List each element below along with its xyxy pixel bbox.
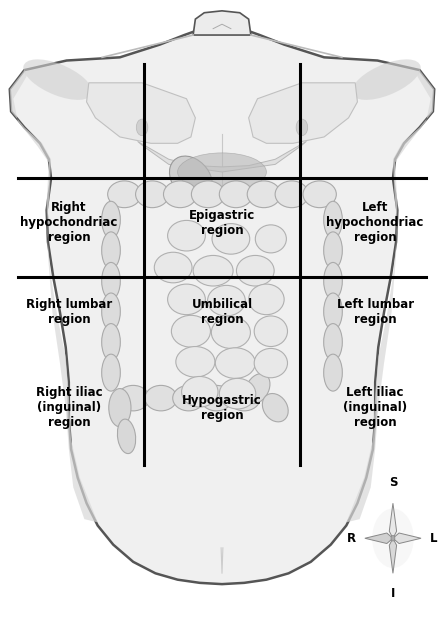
Ellipse shape	[255, 225, 286, 253]
Polygon shape	[10, 70, 98, 522]
Ellipse shape	[212, 224, 250, 254]
Ellipse shape	[211, 317, 250, 348]
Ellipse shape	[191, 181, 225, 208]
Ellipse shape	[171, 315, 210, 347]
Ellipse shape	[193, 255, 233, 286]
Ellipse shape	[135, 181, 169, 208]
Ellipse shape	[117, 385, 149, 411]
Text: Left iliac
(inguinal)
region: Left iliac (inguinal) region	[343, 386, 407, 429]
Polygon shape	[389, 503, 396, 538]
Ellipse shape	[167, 220, 205, 251]
Circle shape	[391, 536, 395, 541]
Polygon shape	[193, 11, 251, 35]
Polygon shape	[365, 533, 393, 543]
Ellipse shape	[182, 376, 218, 407]
Text: Right lumbar
region: Right lumbar region	[26, 298, 112, 326]
Polygon shape	[389, 538, 396, 573]
Ellipse shape	[178, 153, 266, 191]
Ellipse shape	[262, 394, 288, 422]
Ellipse shape	[219, 378, 256, 409]
Ellipse shape	[254, 316, 287, 347]
Polygon shape	[10, 24, 434, 584]
Ellipse shape	[23, 59, 92, 100]
Polygon shape	[249, 83, 357, 143]
Text: Hypogastric
region: Hypogastric region	[182, 394, 262, 422]
Polygon shape	[87, 83, 195, 143]
Ellipse shape	[102, 354, 120, 391]
Ellipse shape	[102, 262, 120, 299]
Ellipse shape	[324, 201, 342, 238]
Ellipse shape	[324, 262, 342, 299]
Ellipse shape	[207, 285, 246, 316]
Ellipse shape	[247, 181, 281, 208]
Polygon shape	[138, 141, 306, 172]
Ellipse shape	[117, 419, 136, 454]
Ellipse shape	[170, 156, 212, 201]
Ellipse shape	[324, 232, 342, 269]
Text: L: L	[430, 532, 437, 545]
Text: Left lumbar
region: Left lumbar region	[337, 298, 414, 326]
Text: S: S	[388, 476, 397, 489]
Text: Umbilical
region: Umbilical region	[191, 298, 253, 326]
Ellipse shape	[167, 284, 205, 315]
Ellipse shape	[254, 348, 287, 378]
Text: Right iliac
(inguinal)
region: Right iliac (inguinal) region	[36, 386, 102, 429]
Ellipse shape	[236, 255, 274, 286]
Text: R: R	[347, 532, 356, 545]
Polygon shape	[393, 533, 421, 543]
Ellipse shape	[324, 324, 342, 361]
Ellipse shape	[352, 59, 421, 100]
Ellipse shape	[102, 232, 120, 269]
Ellipse shape	[107, 181, 141, 208]
Circle shape	[296, 119, 308, 136]
Ellipse shape	[275, 181, 309, 208]
Ellipse shape	[324, 354, 342, 391]
Ellipse shape	[201, 385, 233, 411]
Ellipse shape	[102, 324, 120, 361]
Ellipse shape	[163, 181, 197, 208]
Circle shape	[136, 119, 148, 136]
Text: Right
hypochondriac
region: Right hypochondriac region	[20, 201, 118, 245]
Ellipse shape	[324, 293, 342, 330]
Ellipse shape	[173, 385, 205, 411]
Ellipse shape	[219, 181, 253, 208]
Ellipse shape	[102, 293, 120, 330]
Polygon shape	[346, 70, 434, 522]
Circle shape	[372, 508, 414, 568]
Ellipse shape	[102, 201, 120, 238]
Ellipse shape	[215, 348, 255, 378]
Ellipse shape	[155, 252, 192, 283]
Ellipse shape	[145, 385, 177, 411]
Text: I: I	[391, 587, 395, 600]
Ellipse shape	[109, 389, 131, 427]
Text: Epigastric
region: Epigastric region	[189, 209, 255, 237]
Ellipse shape	[245, 373, 270, 404]
Ellipse shape	[176, 347, 215, 377]
Ellipse shape	[249, 284, 284, 315]
Text: Left
hypochondriac
region: Left hypochondriac region	[326, 201, 424, 245]
Ellipse shape	[303, 181, 336, 208]
Ellipse shape	[228, 385, 260, 411]
